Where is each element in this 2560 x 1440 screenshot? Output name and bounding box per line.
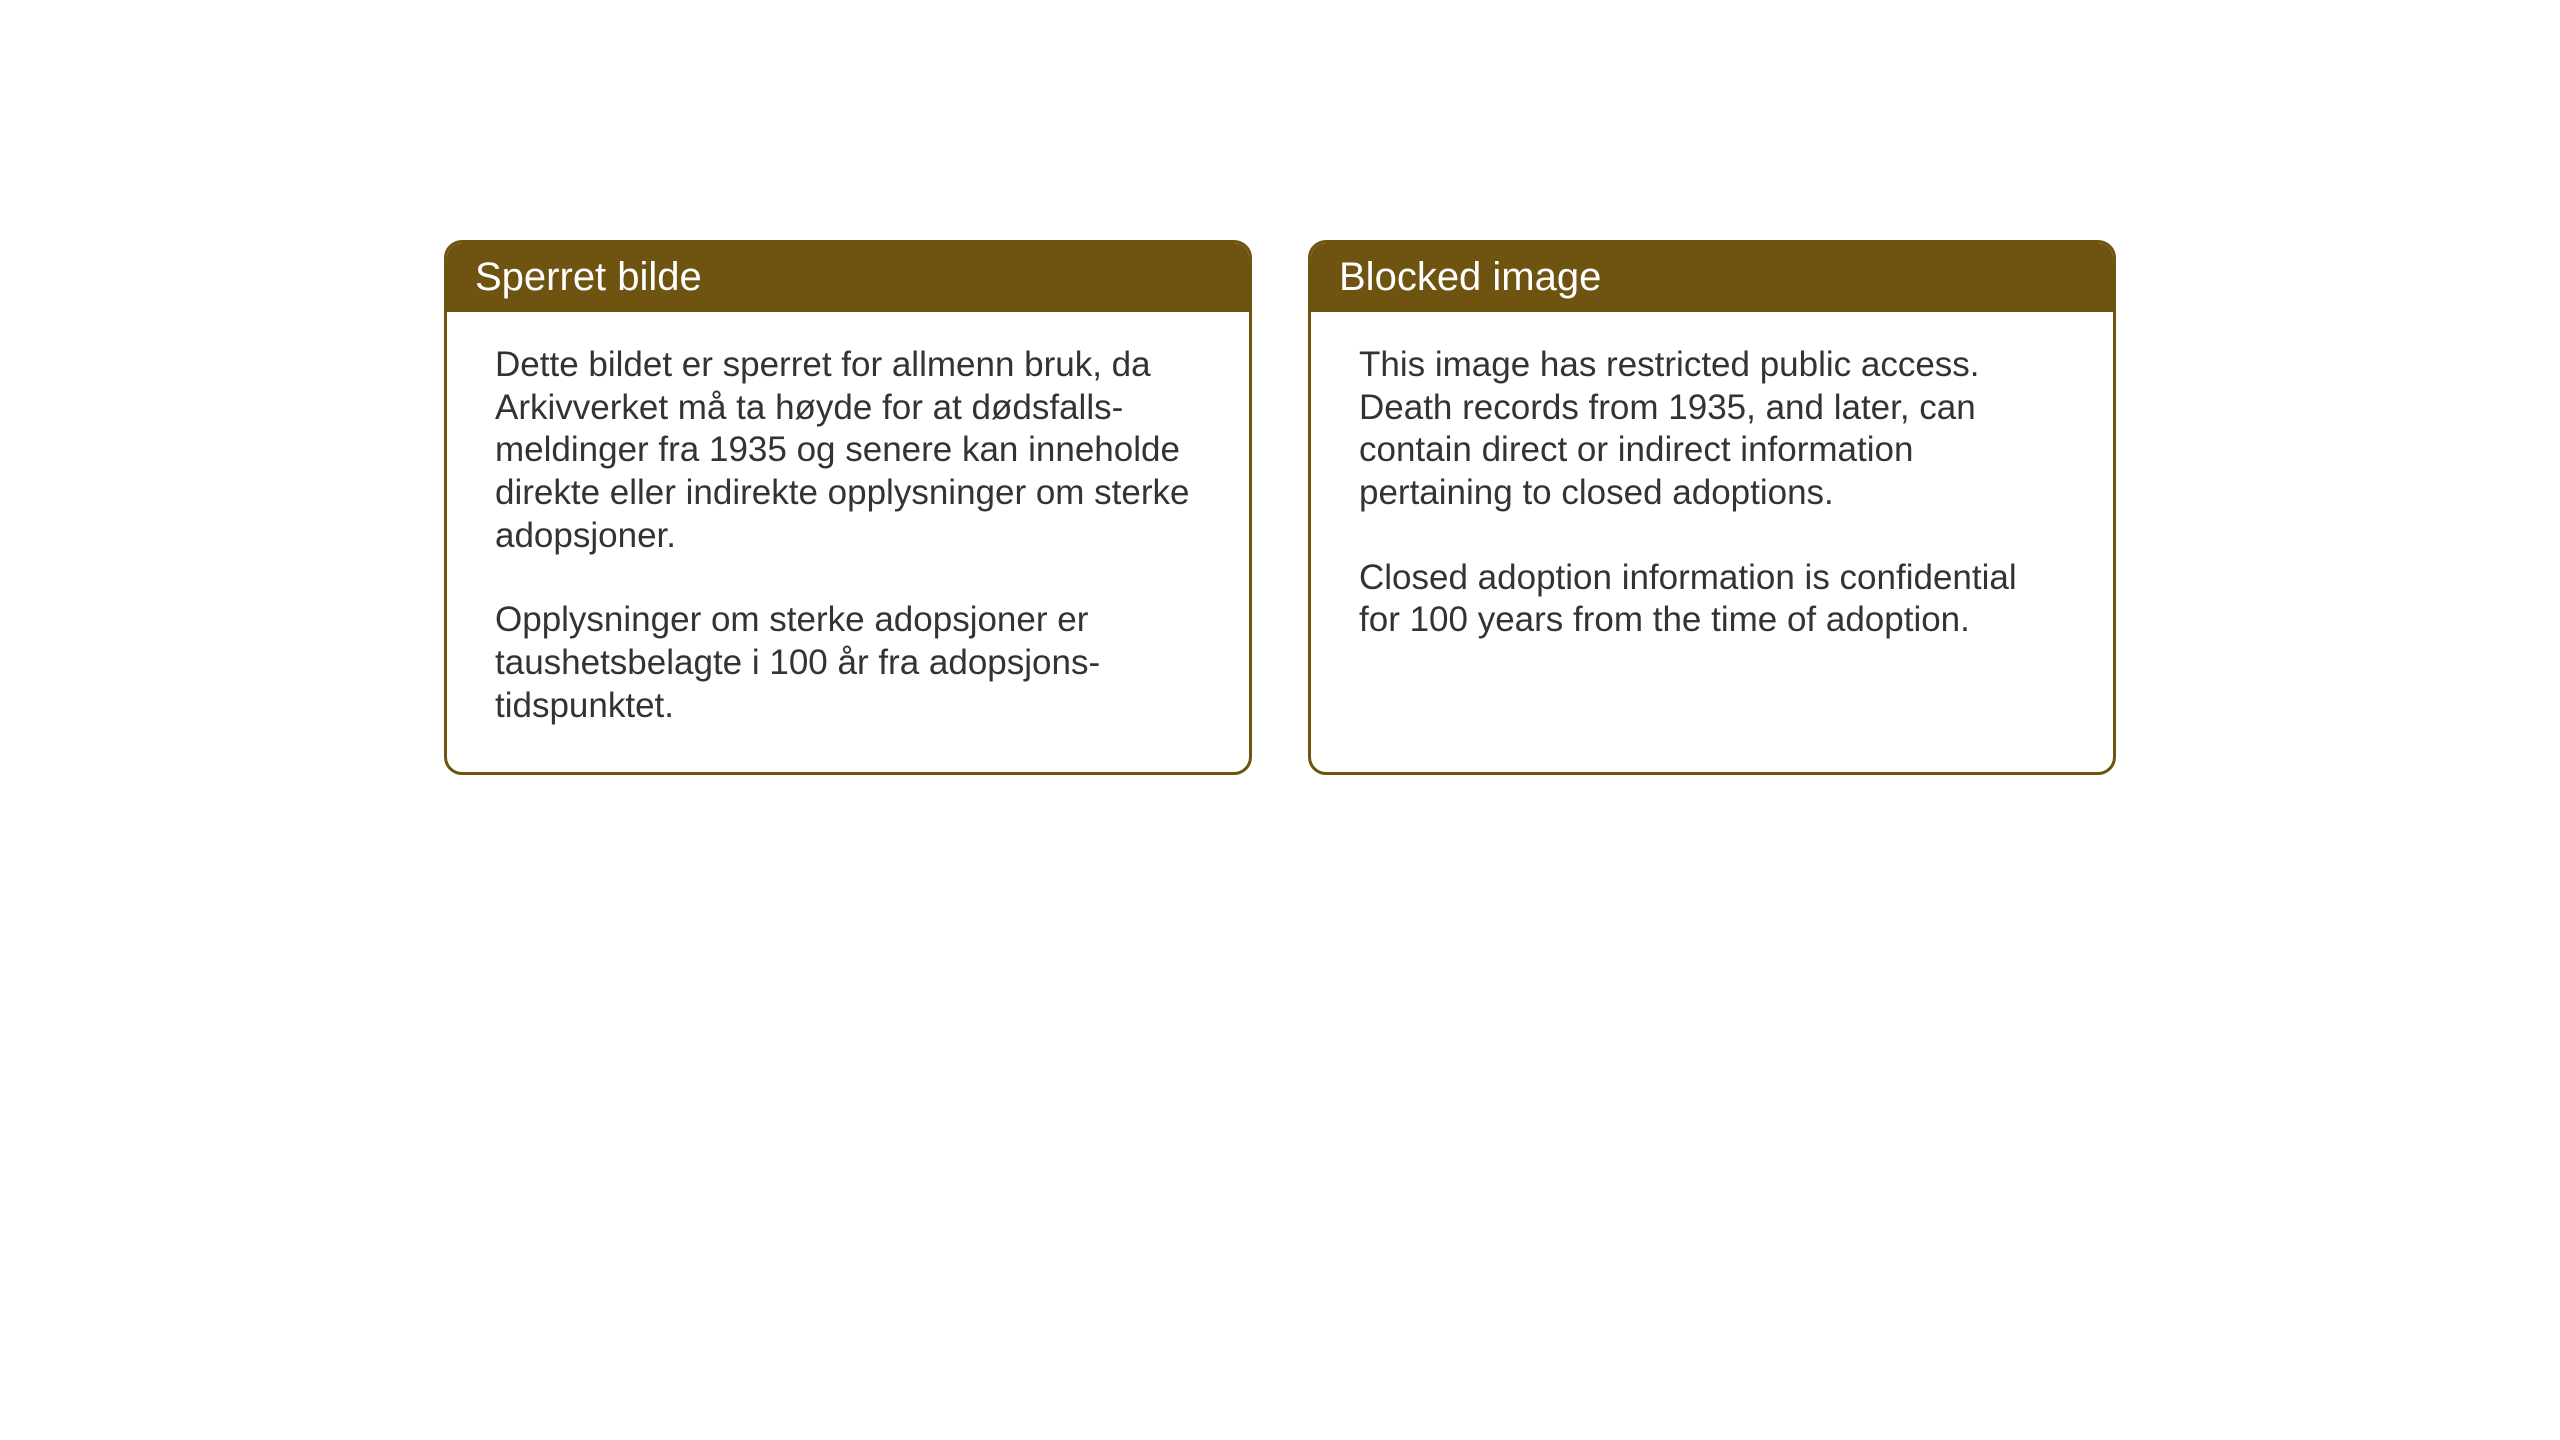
card-title-norwegian: Sperret bilde (475, 255, 702, 299)
notice-card-norwegian: Sperret bilde Dette bildet er sperret fo… (444, 240, 1252, 775)
card-header-english: Blocked image (1311, 243, 2113, 312)
notice-container: Sperret bilde Dette bildet er sperret fo… (444, 240, 2116, 775)
card-paragraph-1-english: This image has restricted public access.… (1359, 344, 2065, 515)
notice-card-english: Blocked image This image has restricted … (1308, 240, 2116, 775)
card-paragraph-1-norwegian: Dette bildet er sperret for allmenn bruk… (495, 344, 1201, 557)
card-body-norwegian: Dette bildet er sperret for allmenn bruk… (447, 312, 1249, 772)
card-paragraph-2-english: Closed adoption information is confident… (1359, 557, 2065, 642)
card-paragraph-2-norwegian: Opplysninger om sterke adopsjoner er tau… (495, 599, 1201, 727)
card-body-english: This image has restricted public access.… (1311, 312, 2113, 686)
card-title-english: Blocked image (1339, 255, 1601, 299)
card-header-norwegian: Sperret bilde (447, 243, 1249, 312)
